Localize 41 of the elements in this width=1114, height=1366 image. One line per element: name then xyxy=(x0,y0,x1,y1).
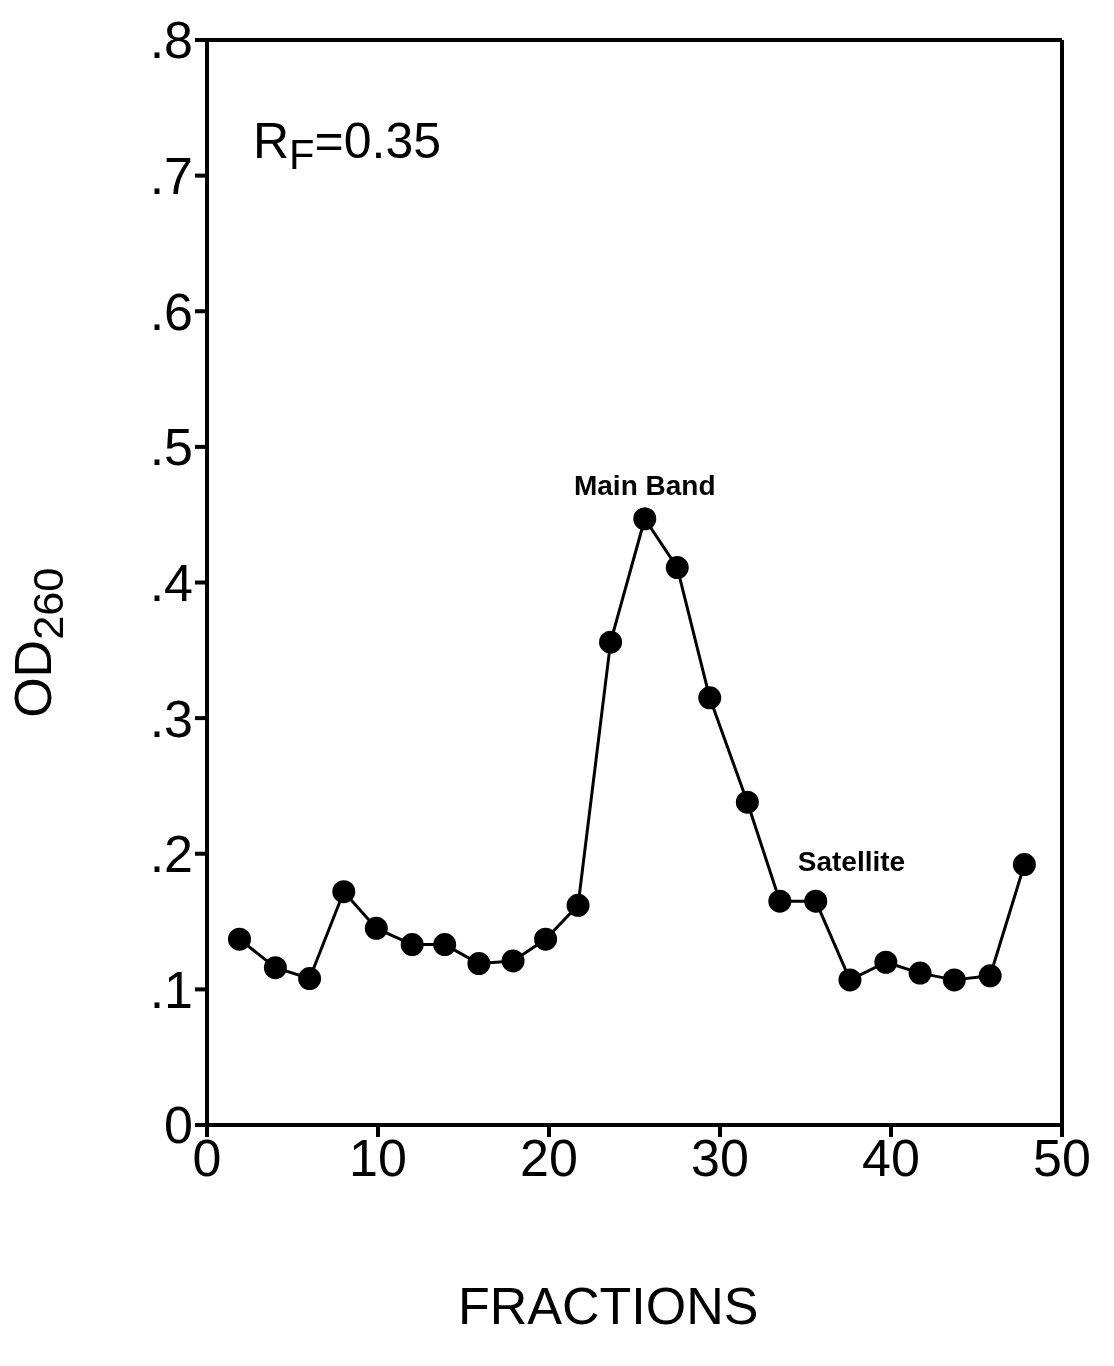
annotation: Satellite xyxy=(797,846,906,878)
x-axis-title: FRACTIONS xyxy=(458,1276,759,1336)
point xyxy=(400,933,424,957)
point xyxy=(735,790,759,814)
point xyxy=(804,889,828,913)
point xyxy=(633,507,657,531)
point xyxy=(1012,853,1036,877)
point xyxy=(908,961,932,985)
x-tick-label: 20 xyxy=(520,1128,578,1187)
y-tick-label: .3 xyxy=(149,689,193,748)
point xyxy=(467,952,491,976)
point xyxy=(227,927,251,951)
point xyxy=(263,956,287,980)
point xyxy=(942,968,966,992)
x-tick-label: 50 xyxy=(1033,1128,1091,1187)
point xyxy=(364,916,388,940)
annotation: R$_{F}$=0.35 xyxy=(253,113,442,178)
y-tick-label: .6 xyxy=(149,282,193,341)
x-tick-label: 40 xyxy=(862,1128,920,1187)
point xyxy=(768,889,792,913)
point xyxy=(838,968,862,992)
y-tick-label: .7 xyxy=(149,147,193,206)
point xyxy=(566,893,590,917)
y-tick-label: .4 xyxy=(149,553,193,612)
point xyxy=(433,933,457,957)
y-tick-label: .1 xyxy=(149,960,193,1019)
point xyxy=(665,556,689,580)
point xyxy=(332,880,356,904)
point xyxy=(298,967,322,991)
annotation: Main Band xyxy=(573,469,716,501)
point xyxy=(599,630,623,654)
x-tick-label: 30 xyxy=(691,1128,749,1187)
point xyxy=(874,950,898,974)
point xyxy=(534,927,558,951)
point xyxy=(501,949,525,973)
y-tick-label: .8 xyxy=(149,11,193,70)
point xyxy=(978,964,1002,988)
x-tick-label: 10 xyxy=(349,1128,407,1187)
y-tick-label: .5 xyxy=(149,418,193,477)
point xyxy=(698,686,722,710)
y-tick-label: .2 xyxy=(149,825,193,884)
